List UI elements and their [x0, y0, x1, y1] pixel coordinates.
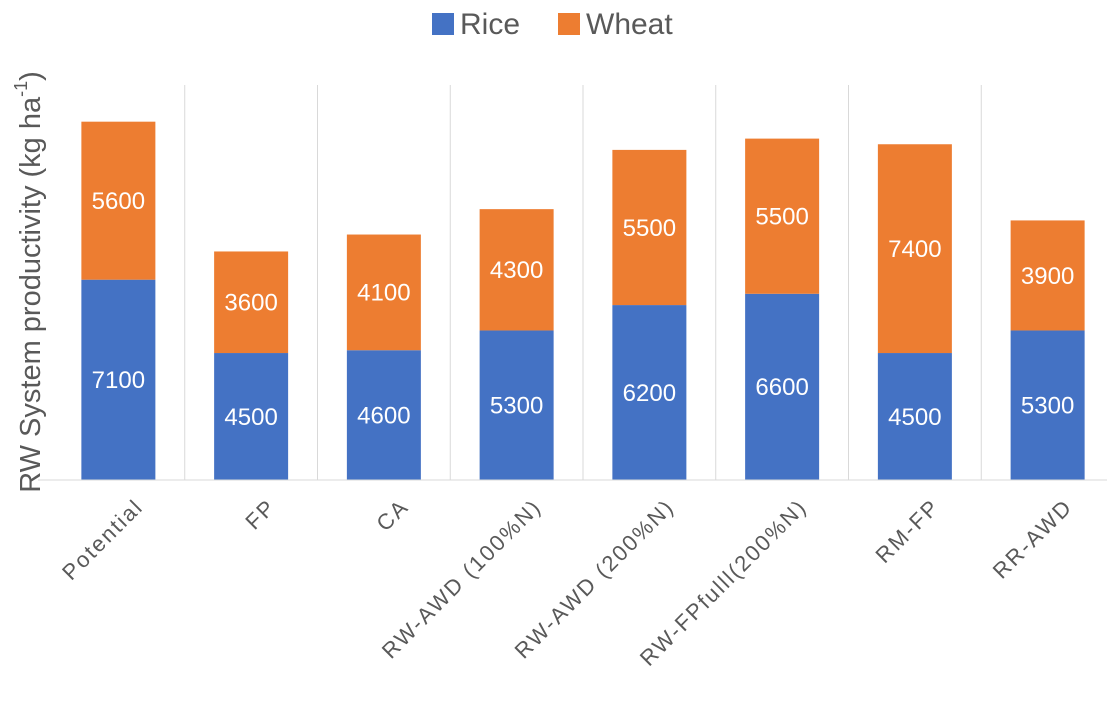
bar-segment	[877, 144, 952, 354]
x-tick-label: CA	[371, 494, 413, 536]
bar-segment	[612, 305, 687, 480]
data-label: 3900	[1021, 263, 1074, 290]
data-label: 4500	[224, 404, 277, 431]
bar-segment	[479, 209, 554, 331]
bar-segment	[612, 149, 687, 306]
x-tick-label: RR-AWD	[988, 494, 1078, 584]
data-label: 4500	[888, 404, 941, 431]
data-label: 5500	[755, 204, 808, 231]
bar-segment	[81, 279, 156, 480]
data-label: 4600	[357, 402, 410, 429]
bar-segment	[346, 234, 421, 351]
bar-segment	[214, 353, 289, 480]
legend-label: Rice	[460, 8, 520, 41]
legend-swatch	[432, 13, 454, 35]
x-tick-label: FP	[240, 494, 280, 534]
legend-swatch	[558, 13, 580, 35]
bar-segment	[346, 350, 421, 480]
x-tick-label: Potential	[57, 494, 148, 585]
bar-segment	[745, 138, 820, 294]
data-label: 7100	[92, 367, 145, 394]
data-label: 6200	[623, 380, 676, 407]
bar-segment	[877, 353, 952, 480]
y-label-main: RW System productivity (kg ha	[15, 96, 47, 493]
data-label: 7400	[888, 236, 941, 263]
y-axis-label: RW System productivity (kg ha-1)	[11, 71, 47, 493]
data-label: 5300	[1021, 393, 1074, 420]
bar-segment	[745, 293, 820, 480]
legend-label: Wheat	[586, 8, 673, 41]
data-label: 4300	[490, 257, 543, 284]
y-label-end: )	[15, 71, 47, 81]
x-tick-label: RM-FP	[871, 494, 945, 568]
bar-segment	[214, 251, 289, 354]
data-label: 6600	[755, 374, 808, 401]
data-label: 3600	[224, 290, 277, 317]
data-label: 5600	[92, 188, 145, 215]
bar-segment	[1010, 330, 1085, 480]
y-label-sup: -1	[11, 81, 31, 97]
data-label: 4100	[357, 280, 410, 307]
data-label: 5300	[490, 393, 543, 420]
bar-segment	[479, 330, 554, 480]
bar-segment	[1010, 220, 1085, 331]
bar-segment	[81, 121, 156, 280]
data-label: 5500	[623, 215, 676, 242]
